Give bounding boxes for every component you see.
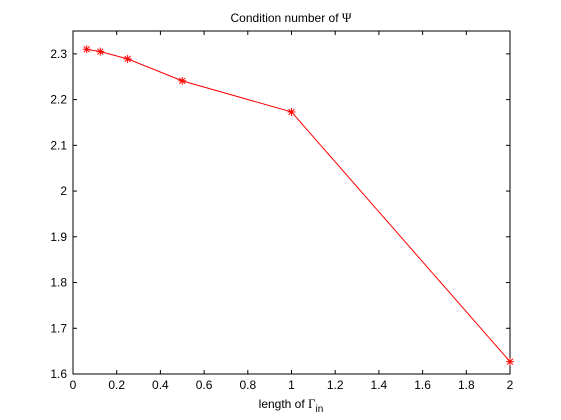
y-tick-label: 2.2 [50,93,67,107]
data-point-marker [506,357,514,366]
data-point-marker [178,76,187,85]
y-tick-label: 2 [60,184,67,198]
x-axis-label-subscript: in [316,404,324,415]
series-layer [82,45,514,366]
x-tick-label: 0.8 [239,378,256,392]
chart-title-prefix: Condition number of [231,11,342,25]
x-axis-label: length of Γin [259,396,324,415]
x-tick-label: 0 [70,378,77,392]
data-point-marker [96,47,105,56]
y-tick-label: 1.8 [50,276,67,290]
x-axis-label-prefix: length of [259,397,308,411]
y-tick-label: 2.3 [50,47,67,61]
chart-title: Condition number of Ψ [231,10,352,25]
y-tick-label: 1.6 [50,367,67,381]
y-tick-label: 2.1 [50,138,67,152]
x-tick-label: 0.6 [196,378,213,392]
x-tick-label: 1.8 [458,378,475,392]
data-point-marker [82,45,91,54]
chart-title-symbol: Ψ [342,10,352,25]
data-point-marker [287,107,296,116]
x-tick-label: 1 [288,378,295,392]
x-tick-label: 1.2 [327,378,344,392]
x-tick-label: 0.4 [152,378,169,392]
data-point-marker [123,54,132,63]
x-tick-label: 1.6 [414,378,431,392]
x-tick-label: 1.4 [371,378,388,392]
x-tick-label: 0.2 [108,378,125,392]
y-tick-label: 1.7 [50,321,67,335]
x-axis-ticks: 0 0.2 0.4 0.6 0.8 1 1.2 1.4 1.6 1.8 2 [70,31,514,392]
y-tick-label: 1.9 [50,230,67,244]
x-axis-label-symbol: Γ [308,396,316,411]
x-tick-label: 2 [507,378,514,392]
y-axis-ticks: 1.6 1.7 1.8 1.9 2 2.1 2.2 2.3 [50,47,510,381]
plot-area [72,30,511,375]
